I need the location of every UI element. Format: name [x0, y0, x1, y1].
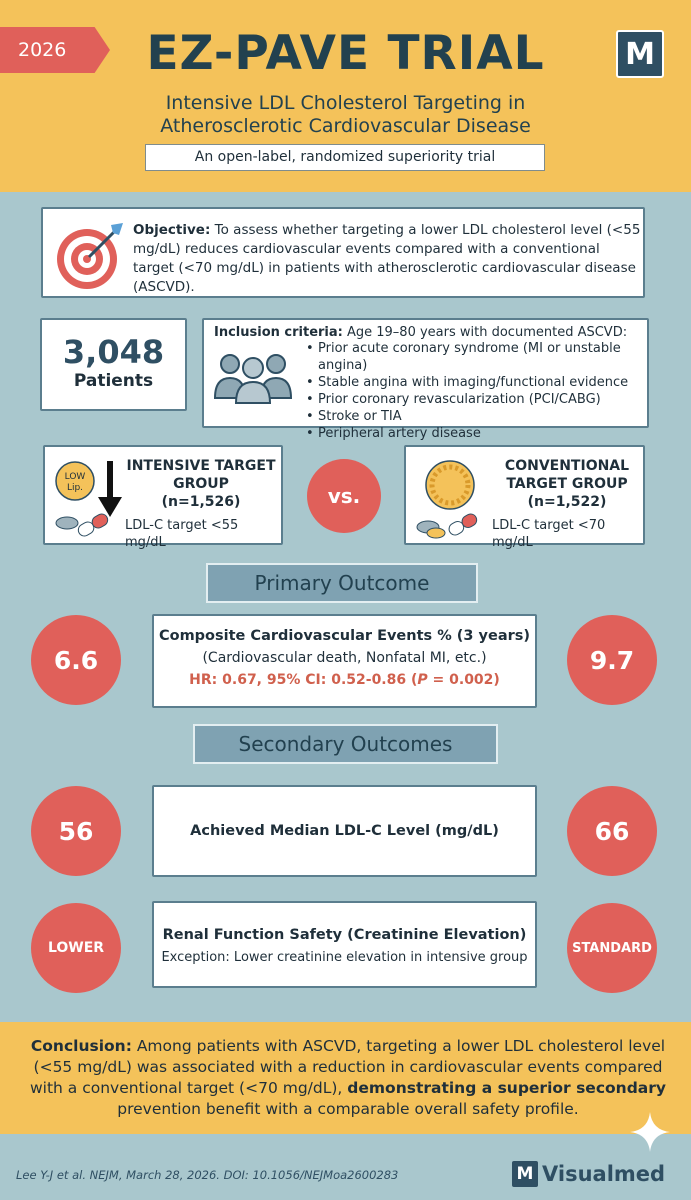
objective-label: Objective: [133, 222, 211, 238]
hr-suffix: = 0.002) [427, 672, 500, 688]
objective-text: Objective: To assess whether targeting a… [133, 221, 641, 297]
list-item: Prior acute coronary syndrome (MI or uns… [304, 340, 649, 374]
inclusion-heading: Inclusion criteria: Age 19–80 years with… [214, 324, 644, 341]
secondary-outcomes-heading: Secondary Outcomes [193, 724, 498, 764]
inclusion-label: Inclusion criteria: [214, 325, 343, 340]
renal-intensive-value: LOWER [31, 903, 121, 993]
year-tag: 2026 [0, 27, 110, 73]
conventional-group-card: CONVENTIONAL TARGET GROUP (n=1,522) LDL-… [404, 445, 645, 550]
list-item: Prior coronary revascularization (PCI/CA… [304, 391, 649, 408]
page-title: EZ-PAVE TRIAL [146, 26, 545, 81]
sparkle-icon [630, 1112, 670, 1152]
cholesterol-particle-icon [416, 460, 478, 539]
conclusion-band: Conclusion: Among patients with ASCVD, t… [0, 1022, 691, 1134]
hr-p-label: P [417, 672, 428, 688]
conventional-title: CONVENTIONAL TARGET GROUP (n=1,522) [492, 457, 642, 511]
inclusion-card: Inclusion criteria: Age 19–80 years with… [202, 318, 649, 442]
renal-conventional-value: STANDARD [567, 903, 657, 993]
brand-logo: M Visualmed [512, 1160, 665, 1188]
conclusion-emphasis: demonstrating a superior secondary [347, 1079, 666, 1097]
patients-label: Patients [73, 371, 154, 391]
ldl-title: Achieved Median LDL-C Level (mg/dL) [190, 823, 499, 839]
objective-card: Objective: To assess whether targeting a… [41, 207, 645, 298]
intensive-title-line-2: GROUP [173, 476, 229, 492]
hr-prefix: HR: 0.67, 95% CI: 0.52-0.86 ( [189, 672, 418, 688]
vs-badge: vs. [307, 459, 381, 533]
list-item: Stable angina with imaging/functional ev… [304, 374, 649, 391]
low-lipid-icon: LOW Lip. [55, 461, 122, 537]
inclusion-list: Prior acute coronary syndrome (MI or uns… [304, 340, 649, 442]
conclusion-tail: prevention benefit with a comparable ove… [117, 1100, 579, 1118]
list-item: Stroke or TIA [304, 408, 649, 425]
patients-count: 3,048 [62, 333, 165, 371]
logo-icon: M [616, 30, 664, 78]
subtitle: Intensive LDL Cholesterol Targeting in A… [0, 92, 691, 138]
objective-body: To assess whether targeting a lower LDL … [133, 222, 641, 295]
conclusion-text: Conclusion: Among patients with ASCVD, t… [18, 1036, 678, 1120]
people-icon [213, 354, 293, 404]
hazard-ratio: HR: 0.67, 95% CI: 0.52-0.86 (P = 0.002) [154, 670, 535, 690]
primary-conventional-value: 9.7 [567, 615, 657, 705]
intensive-n: (n=1,526) [161, 494, 241, 510]
intensive-group-card: LOW Lip. INTENSIVE TARGET GROUP (n=1,526… [43, 445, 283, 550]
intensive-title: INTENSIVE TARGET GROUP (n=1,526) [125, 457, 277, 511]
citation: Lee Y-J et al. NEJM, March 28, 2026. DOI… [16, 1168, 399, 1182]
patients-card: 3,048 Patients [40, 318, 187, 411]
ldl-intensive-value: 56 [31, 786, 121, 876]
header-band: 2026 EZ-PAVE TRIAL M Intensive LDL Chole… [0, 0, 691, 192]
conventional-target: LDL-C target <70 mg/dL [492, 518, 606, 550]
footer: Lee Y-J et al. NEJM, March 28, 2026. DOI… [0, 1134, 691, 1200]
intensive-target: LDL-C target <55 mg/dL [125, 518, 239, 550]
primary-outcome-card: Composite Cardiovascular Events % (3 yea… [152, 614, 537, 708]
ldl-conventional-value: 66 [567, 786, 657, 876]
renal-title: Renal Function Safety (Creatinine Elevat… [162, 927, 527, 943]
primary-title: Composite Cardiovascular Events % (3 yea… [158, 628, 531, 644]
conclusion-label: Conclusion: [30, 1037, 132, 1055]
intensive-title-line-1: INTENSIVE TARGET [126, 458, 276, 474]
trial-design-label: An open-label, randomized superiority tr… [145, 144, 545, 171]
conventional-title-line-1: CONVENTIONAL [504, 458, 630, 474]
brand-name: Visualmed [542, 1162, 666, 1186]
conventional-n: (n=1,522) [527, 494, 607, 510]
target-icon [57, 223, 123, 289]
list-item: Peripheral artery disease [304, 425, 649, 442]
subtitle-line-1: Intensive LDL Cholesterol Targeting in [165, 92, 526, 114]
ldl-outcome-card: Achieved Median LDL-C Level (mg/dL) [152, 785, 537, 877]
primary-outcome-heading: Primary Outcome [206, 563, 478, 603]
low-icon-text-2: Lip. [67, 483, 83, 493]
renal-outcome-card: Renal Function Safety (Creatinine Elevat… [152, 901, 537, 988]
inclusion-text: Age 19–80 years with documented ASCVD: [342, 325, 628, 340]
conventional-title-line-2: TARGET GROUP [506, 476, 628, 492]
primary-subtitle: (Cardiovascular death, Nonfatal MI, etc.… [202, 650, 487, 666]
brand-mark-icon: M [512, 1161, 538, 1187]
primary-intensive-value: 6.6 [31, 615, 121, 705]
subtitle-line-2: Atherosclerotic Cardiovascular Disease [160, 115, 531, 137]
low-icon-text-1: LOW [65, 472, 86, 482]
conclusion-body: Among patients with ASCVD, targeting a l… [29, 1037, 666, 1097]
renal-subtitle: Exception: Lower creatinine elevation in… [161, 950, 528, 965]
